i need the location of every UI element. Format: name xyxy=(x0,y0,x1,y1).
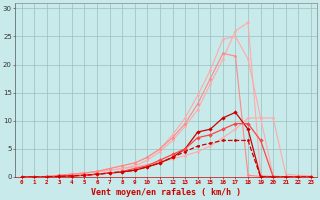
X-axis label: Vent moyen/en rafales ( km/h ): Vent moyen/en rafales ( km/h ) xyxy=(91,188,241,197)
